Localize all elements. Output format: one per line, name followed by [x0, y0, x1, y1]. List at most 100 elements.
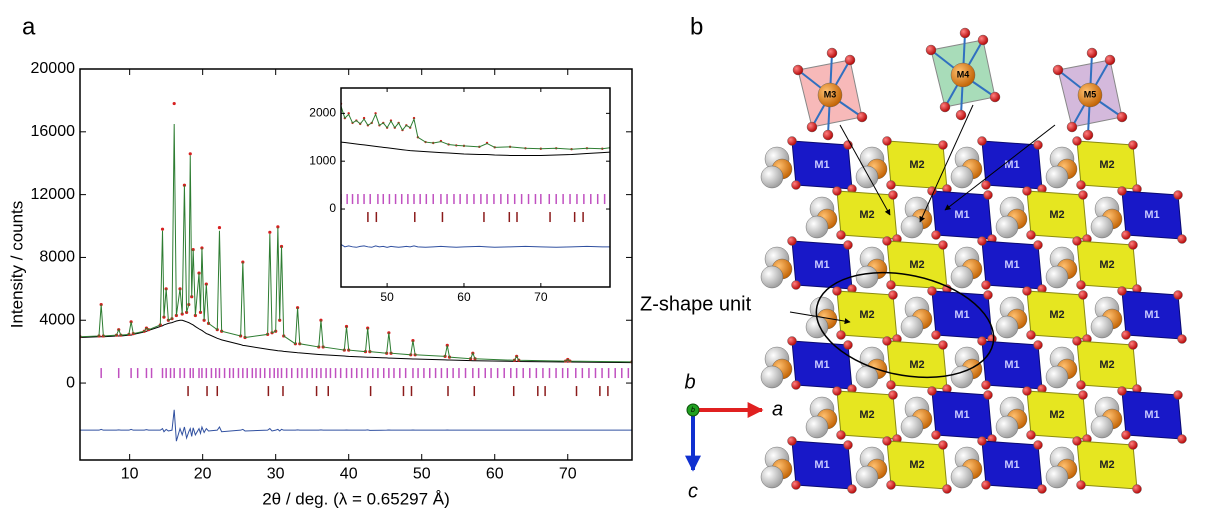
- atom: [1072, 136, 1082, 146]
- polyhedron-label: M5: [1084, 89, 1097, 99]
- polyhedron-label: M1: [1004, 259, 1019, 271]
- polyhedron-label: M1: [1144, 409, 1159, 421]
- atom: [822, 129, 834, 141]
- polyhedron-label: M2: [1049, 309, 1064, 321]
- atom: [787, 236, 797, 246]
- atom: [855, 165, 879, 189]
- atom: [989, 91, 1001, 103]
- atom: [1076, 280, 1086, 290]
- x-tick-label: 60: [486, 466, 504, 483]
- atom: [791, 280, 801, 290]
- axis-label: a: [772, 398, 783, 420]
- y-tick-label: 1000: [309, 153, 336, 167]
- atom: [1173, 290, 1183, 300]
- atom: [855, 265, 879, 289]
- atom: [836, 230, 846, 240]
- atom: [843, 440, 853, 450]
- atom: [1033, 440, 1043, 450]
- atom: [1076, 480, 1086, 490]
- atom: [806, 121, 818, 133]
- y-tick-label: 2000: [309, 106, 336, 120]
- atom: [1076, 380, 1086, 390]
- z-shape-outline: [815, 271, 995, 379]
- polyhedron-label: M2: [1049, 409, 1064, 421]
- atom: [939, 101, 951, 113]
- atom: [931, 330, 941, 340]
- atom: [938, 140, 948, 150]
- atom: [836, 430, 846, 440]
- y-tick-label: 0: [329, 201, 336, 215]
- atom: [1022, 386, 1032, 396]
- atom: [760, 365, 784, 389]
- atom: [938, 240, 948, 250]
- axis-origin: [686, 403, 700, 417]
- atom: [817, 82, 843, 108]
- polyhedron-label: M2: [1049, 209, 1064, 221]
- polyhedron-label: M1: [1004, 459, 1019, 471]
- polyhedron-label: M1: [814, 359, 829, 371]
- atom: [981, 480, 991, 490]
- atom: [1121, 430, 1131, 440]
- atom: [855, 365, 879, 389]
- atom: [1117, 286, 1127, 296]
- observed-point: [188, 152, 192, 156]
- atom: [832, 186, 842, 196]
- atom: [787, 336, 797, 346]
- atom: [1116, 111, 1128, 123]
- atom: [888, 390, 898, 400]
- atom: [1076, 180, 1086, 190]
- atom: [1022, 186, 1032, 196]
- atom: [805, 415, 829, 439]
- atom: [886, 380, 896, 390]
- polyhedron-label: M1: [1004, 359, 1019, 371]
- series-line: [341, 244, 610, 248]
- atom: [791, 380, 801, 390]
- polyhedron-label: M2: [859, 209, 874, 221]
- atom: [983, 390, 993, 400]
- x-tick-label: 50: [413, 466, 431, 483]
- atom: [760, 165, 784, 189]
- atom: [938, 440, 948, 450]
- atom: [1033, 140, 1043, 150]
- atom: [1128, 240, 1138, 250]
- polyhedron-label: M1: [814, 459, 829, 471]
- polyhedron-label: M2: [1099, 459, 1114, 471]
- atom: [1086, 47, 1098, 59]
- plot-frame: [79, 68, 633, 461]
- atom: [1022, 286, 1032, 296]
- observed-point: [160, 227, 165, 231]
- atom: [981, 180, 991, 190]
- y-tick-label: 20000: [31, 60, 76, 77]
- atom: [1128, 140, 1138, 150]
- atom: [1082, 129, 1094, 141]
- atom: [1078, 390, 1088, 400]
- polyhedron-label: M1: [1004, 159, 1019, 171]
- atom: [955, 109, 967, 121]
- atom: [792, 64, 804, 76]
- atom: [787, 136, 797, 146]
- crystal-structure: M1 M2 M1 M2 M2 M1 M2 M1 M1 M2 M1 M2 M2 M1 M2 M1 M1 M2 M1 M2…: [640, 27, 1187, 502]
- atom: [995, 315, 1019, 339]
- atom: [1117, 186, 1127, 196]
- x-tick-label: 20: [194, 466, 212, 483]
- series-line: [80, 409, 632, 442]
- x-tick-label: 10: [121, 466, 139, 483]
- polyhedron-label: M2: [909, 359, 924, 371]
- atom: [1026, 430, 1036, 440]
- axis-origin-label: b: [691, 407, 695, 414]
- atom: [843, 240, 853, 250]
- atom: [1026, 230, 1036, 240]
- x-tick-label: 30: [267, 466, 285, 483]
- x-tick-label: 70: [559, 466, 577, 483]
- pointer-arrow: [919, 104, 974, 223]
- atom: [900, 415, 924, 439]
- polyhedron-label: M1: [814, 159, 829, 171]
- observed-point: [362, 116, 366, 120]
- atom: [995, 215, 1019, 239]
- x-tick-label: 50: [380, 290, 394, 304]
- observed-point: [276, 225, 280, 229]
- atom: [1026, 330, 1036, 340]
- atom: [1033, 240, 1043, 250]
